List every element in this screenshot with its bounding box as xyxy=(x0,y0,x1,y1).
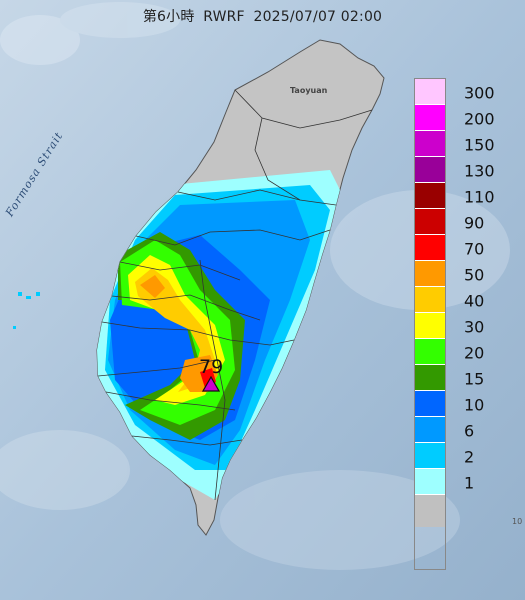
legend-label: 10 xyxy=(464,395,485,415)
legend-swatch xyxy=(415,261,445,287)
max-rainfall-value: 79 xyxy=(199,356,224,378)
legend-swatch xyxy=(415,105,445,131)
county-borders xyxy=(97,89,373,501)
legend-label: 110 xyxy=(464,187,495,207)
legend-label: 40 xyxy=(464,291,485,311)
legend-swatch xyxy=(415,131,445,157)
legend-swatch xyxy=(415,443,445,469)
legend-label: 300 xyxy=(464,83,495,103)
legend-swatch xyxy=(415,365,445,391)
legend-label: 20 xyxy=(464,343,485,363)
model-label: RWRF xyxy=(203,9,245,25)
legend-label: 90 xyxy=(464,213,485,233)
legend-swatch xyxy=(415,339,445,365)
offshore-rain xyxy=(13,292,40,329)
legend-label: 200 xyxy=(464,109,495,129)
datetime-label: 2025/07/07 02:00 xyxy=(253,9,383,25)
legend-swatch xyxy=(415,495,445,527)
legend-swatch xyxy=(415,157,445,183)
legend-label: 30 xyxy=(464,317,485,337)
legend-swatch xyxy=(415,235,445,261)
rainfall-legend: 300 200 150 130 110 90 70 50 40 30 20 15 10 6 2 1 xyxy=(414,78,524,570)
legend-label: 2 xyxy=(464,447,475,467)
taoyuan-label: Taoyuan xyxy=(290,86,328,95)
legend-label: 70 xyxy=(464,239,485,259)
legend-label: 15 xyxy=(464,369,485,389)
legend-swatch xyxy=(415,417,445,443)
legend-label: 1 xyxy=(464,473,475,493)
legend-label: 130 xyxy=(464,161,495,181)
legend-swatch xyxy=(415,313,445,339)
legend-swatch xyxy=(415,469,445,495)
legend-swatch xyxy=(415,391,445,417)
legend-label: 6 xyxy=(464,421,475,441)
legend-swatch xyxy=(415,79,445,105)
max-rainfall-marker-icon xyxy=(202,376,220,392)
legend-label: 50 xyxy=(464,265,485,285)
map-title: 第6小時 RWRF 2025/07/07 02:00 xyxy=(0,6,525,26)
legend-colorbar xyxy=(414,78,446,570)
legend-swatch xyxy=(415,183,445,209)
edge-label: 10 xyxy=(512,517,523,526)
legend-label: 150 xyxy=(464,135,495,155)
legend-swatch xyxy=(415,287,445,313)
period-label: 第6小時 xyxy=(142,9,195,25)
legend-swatch xyxy=(415,209,445,235)
